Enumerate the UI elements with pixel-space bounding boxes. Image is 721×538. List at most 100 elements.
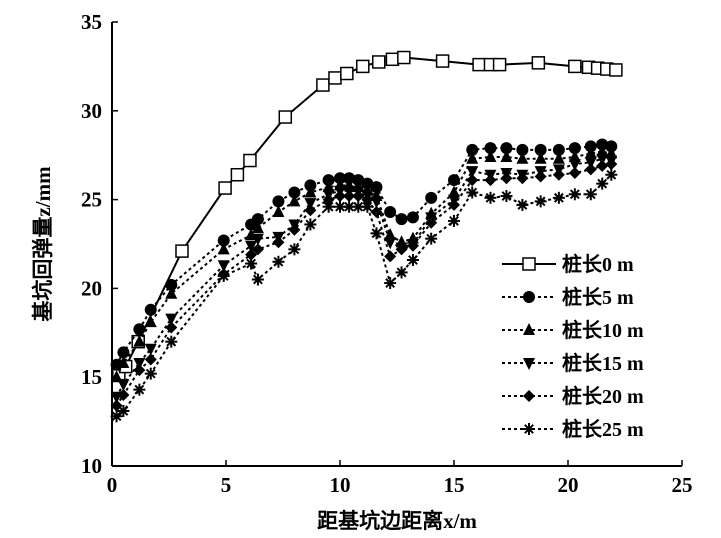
- y-tick-label: 20: [81, 276, 102, 300]
- axes: 0 5 10 15 20 25 10 15 20 25 30 35: [81, 10, 693, 497]
- asterisk-stroke: [323, 201, 334, 212]
- data-point: [251, 243, 264, 256]
- x-tick-label: 20: [558, 473, 579, 497]
- asterisk-stroke: [111, 411, 122, 422]
- data-point: [500, 149, 513, 162]
- data-point: [584, 163, 597, 176]
- data-point: [352, 174, 365, 187]
- asterisk-stroke: [485, 192, 496, 203]
- data-point: [133, 323, 146, 336]
- asterisk-stroke: [335, 201, 345, 212]
- legend-marker: [523, 291, 535, 303]
- data-point: [385, 52, 400, 67]
- data-point: [395, 243, 408, 256]
- legend-item: 桩长10 m: [502, 318, 644, 342]
- data-point: [322, 180, 335, 193]
- data-point: [251, 213, 264, 226]
- x-tick-label: 10: [330, 473, 351, 497]
- data-point: [568, 166, 581, 179]
- data-point: [356, 59, 370, 74]
- asterisk-stroke: [535, 196, 546, 207]
- data-point: [144, 303, 157, 316]
- data-point: [484, 174, 497, 187]
- data-point: [117, 346, 130, 359]
- data-point: [425, 191, 438, 204]
- data-point: [534, 170, 547, 183]
- asterisk-stroke: [449, 216, 459, 226]
- data-point: [340, 66, 354, 81]
- data-point: [531, 56, 546, 70]
- data-point: [534, 195, 547, 208]
- asterisk-stroke: [246, 258, 256, 269]
- data-point: [288, 223, 301, 236]
- data-point: [304, 185, 317, 198]
- series-5: [110, 168, 618, 423]
- data-point: [110, 370, 123, 383]
- asterisk-stroke: [218, 271, 229, 281]
- data-point: [328, 71, 342, 85]
- data-point: [217, 234, 230, 247]
- data-point: [596, 177, 609, 190]
- legend-label: 桩长20 m: [562, 384, 644, 408]
- asterisk-stroke: [553, 192, 564, 203]
- legend-item: 桩长5 m: [502, 285, 634, 309]
- data-point: [251, 273, 264, 286]
- y-tick-label: 10: [81, 454, 102, 478]
- legend-item: 桩长0 m: [502, 252, 634, 276]
- data-point: [596, 138, 609, 151]
- asterisk-stroke: [396, 267, 407, 278]
- legend-label: 桩长25 m: [562, 417, 644, 441]
- data-point: [334, 190, 346, 203]
- legend: 桩长0 m 桩长5 m 桩长10 m 桩长15 m 桩长20 m 桩长25 m: [502, 252, 644, 441]
- data-point: [552, 151, 565, 164]
- data-point: [516, 151, 529, 164]
- data-point: [516, 143, 529, 156]
- data-point: [484, 142, 497, 155]
- data-point: [395, 266, 408, 279]
- data-point: [322, 174, 335, 187]
- data-point: [245, 257, 258, 270]
- x-tick-label: 15: [444, 473, 465, 497]
- asterisk-stroke: [371, 228, 382, 239]
- legend-label: 桩长0 m: [562, 252, 634, 276]
- data-point: [466, 186, 479, 199]
- asterisk-stroke: [289, 244, 300, 255]
- data-point: [552, 191, 565, 204]
- data-point: [466, 143, 479, 156]
- data-point: [406, 253, 419, 266]
- data-point: [230, 167, 245, 182]
- asterisk-stroke: [501, 191, 512, 201]
- data-point: [552, 168, 565, 181]
- asterisk-stroke: [134, 384, 145, 395]
- legend-marker: [523, 390, 535, 402]
- data-point: [500, 142, 513, 155]
- data-point: [406, 211, 419, 224]
- x-tick-label: 5: [221, 473, 232, 497]
- data-point: [165, 313, 178, 326]
- data-point: [568, 142, 581, 155]
- data-point: [304, 198, 317, 211]
- data-point: [144, 343, 157, 356]
- data-point: [425, 216, 438, 229]
- data-point: [500, 190, 513, 203]
- data-point: [243, 153, 257, 168]
- legend-item: 桩长25 m: [502, 417, 644, 441]
- legend-item: 桩长15 m: [502, 351, 644, 375]
- data-point: [370, 227, 383, 240]
- asterisk-stroke: [569, 189, 580, 200]
- data-point: [165, 286, 178, 299]
- data-point: [596, 153, 609, 166]
- data-point: [245, 248, 258, 261]
- data-point: [133, 383, 146, 396]
- data-point: [343, 190, 356, 203]
- data-point: [492, 57, 507, 72]
- data-point: [251, 221, 264, 234]
- data-point: [361, 200, 374, 213]
- legend-label: 桩长5 m: [562, 285, 634, 309]
- legend-marker: [522, 257, 536, 271]
- asterisk-stroke: [118, 406, 129, 416]
- data-point: [288, 194, 301, 207]
- asterisk-stroke: [408, 255, 418, 265]
- data-point: [425, 232, 438, 245]
